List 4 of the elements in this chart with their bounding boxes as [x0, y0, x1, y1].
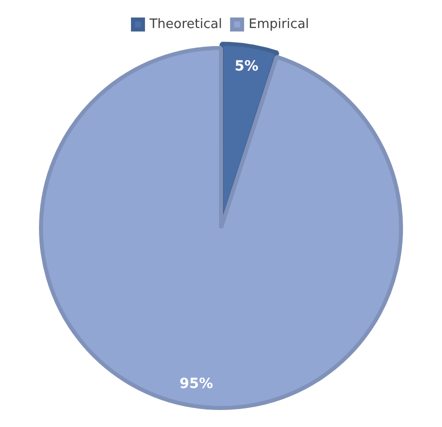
- legend-label: Theoretical: [148, 16, 222, 32]
- legend-label: Empirical: [248, 16, 310, 32]
- data-label: 5%: [234, 58, 258, 74]
- data-label: 95%: [179, 376, 213, 392]
